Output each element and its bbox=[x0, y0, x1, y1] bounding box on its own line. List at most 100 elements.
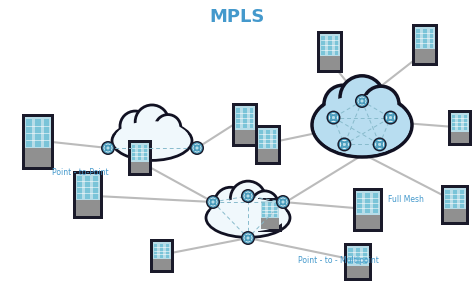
FancyBboxPatch shape bbox=[347, 266, 369, 278]
Circle shape bbox=[376, 141, 383, 148]
FancyBboxPatch shape bbox=[374, 193, 379, 213]
FancyBboxPatch shape bbox=[133, 145, 136, 160]
Ellipse shape bbox=[340, 76, 384, 120]
FancyBboxPatch shape bbox=[131, 162, 149, 173]
Ellipse shape bbox=[324, 85, 362, 123]
FancyBboxPatch shape bbox=[363, 248, 367, 264]
FancyBboxPatch shape bbox=[274, 203, 277, 217]
FancyBboxPatch shape bbox=[150, 239, 174, 273]
FancyBboxPatch shape bbox=[356, 214, 380, 229]
FancyBboxPatch shape bbox=[460, 189, 465, 207]
FancyBboxPatch shape bbox=[441, 185, 469, 225]
Circle shape bbox=[243, 191, 253, 201]
Circle shape bbox=[278, 197, 288, 207]
FancyBboxPatch shape bbox=[357, 193, 363, 213]
Circle shape bbox=[101, 141, 115, 155]
Text: Full Mesh: Full Mesh bbox=[388, 195, 424, 204]
Circle shape bbox=[190, 141, 204, 155]
Circle shape bbox=[192, 143, 202, 153]
FancyBboxPatch shape bbox=[453, 114, 456, 130]
Circle shape bbox=[359, 98, 365, 104]
Circle shape bbox=[374, 139, 384, 149]
FancyBboxPatch shape bbox=[356, 248, 360, 264]
FancyBboxPatch shape bbox=[22, 114, 54, 170]
FancyBboxPatch shape bbox=[131, 143, 149, 162]
Circle shape bbox=[383, 111, 398, 125]
Circle shape bbox=[105, 145, 111, 151]
Circle shape bbox=[243, 233, 253, 243]
Circle shape bbox=[330, 114, 337, 121]
Ellipse shape bbox=[214, 187, 246, 219]
FancyBboxPatch shape bbox=[451, 132, 469, 143]
Circle shape bbox=[103, 143, 113, 153]
FancyBboxPatch shape bbox=[73, 171, 103, 219]
FancyBboxPatch shape bbox=[155, 244, 157, 258]
FancyBboxPatch shape bbox=[235, 129, 255, 144]
Ellipse shape bbox=[112, 121, 192, 160]
Ellipse shape bbox=[209, 198, 287, 232]
FancyBboxPatch shape bbox=[35, 118, 41, 146]
FancyBboxPatch shape bbox=[268, 203, 272, 217]
FancyBboxPatch shape bbox=[412, 24, 438, 66]
Circle shape bbox=[241, 231, 255, 245]
FancyBboxPatch shape bbox=[166, 244, 170, 258]
Ellipse shape bbox=[206, 198, 290, 237]
FancyBboxPatch shape bbox=[161, 244, 164, 258]
Circle shape bbox=[387, 114, 394, 121]
FancyBboxPatch shape bbox=[235, 106, 255, 129]
Ellipse shape bbox=[363, 86, 399, 122]
FancyBboxPatch shape bbox=[93, 175, 99, 198]
FancyBboxPatch shape bbox=[78, 175, 82, 198]
FancyBboxPatch shape bbox=[430, 29, 434, 48]
Circle shape bbox=[208, 197, 218, 207]
Circle shape bbox=[339, 139, 349, 149]
Circle shape bbox=[373, 137, 387, 151]
FancyBboxPatch shape bbox=[453, 189, 457, 207]
Ellipse shape bbox=[230, 181, 265, 217]
FancyBboxPatch shape bbox=[153, 242, 171, 259]
FancyBboxPatch shape bbox=[446, 189, 450, 207]
FancyBboxPatch shape bbox=[348, 248, 353, 264]
FancyBboxPatch shape bbox=[237, 107, 240, 128]
FancyBboxPatch shape bbox=[417, 29, 420, 48]
FancyBboxPatch shape bbox=[138, 145, 142, 160]
FancyBboxPatch shape bbox=[415, 49, 435, 63]
FancyBboxPatch shape bbox=[317, 31, 343, 73]
Circle shape bbox=[194, 145, 200, 151]
FancyBboxPatch shape bbox=[76, 174, 100, 200]
FancyBboxPatch shape bbox=[465, 114, 467, 130]
Ellipse shape bbox=[135, 105, 169, 139]
FancyBboxPatch shape bbox=[320, 34, 340, 56]
FancyBboxPatch shape bbox=[25, 148, 51, 167]
FancyBboxPatch shape bbox=[444, 209, 466, 222]
Circle shape bbox=[385, 113, 395, 123]
Ellipse shape bbox=[251, 191, 278, 218]
FancyBboxPatch shape bbox=[320, 56, 340, 70]
Ellipse shape bbox=[314, 95, 410, 155]
Circle shape bbox=[357, 96, 367, 106]
FancyBboxPatch shape bbox=[335, 36, 338, 55]
Circle shape bbox=[280, 199, 286, 205]
Text: Point - to - Multipoint: Point - to - Multipoint bbox=[298, 256, 379, 265]
FancyBboxPatch shape bbox=[243, 107, 247, 128]
FancyBboxPatch shape bbox=[321, 36, 325, 55]
FancyBboxPatch shape bbox=[423, 29, 427, 48]
FancyBboxPatch shape bbox=[145, 145, 147, 160]
FancyBboxPatch shape bbox=[261, 218, 279, 229]
FancyBboxPatch shape bbox=[255, 125, 281, 165]
Text: Point - to-Point: Point - to-Point bbox=[52, 168, 109, 177]
FancyBboxPatch shape bbox=[44, 118, 49, 146]
Circle shape bbox=[245, 193, 251, 199]
Text: MPLS: MPLS bbox=[210, 8, 264, 26]
Circle shape bbox=[328, 113, 338, 123]
Circle shape bbox=[355, 94, 369, 108]
Ellipse shape bbox=[115, 121, 189, 155]
Circle shape bbox=[337, 137, 351, 151]
FancyBboxPatch shape bbox=[415, 27, 435, 49]
FancyBboxPatch shape bbox=[273, 129, 276, 148]
FancyBboxPatch shape bbox=[448, 110, 472, 146]
FancyBboxPatch shape bbox=[76, 200, 100, 216]
FancyBboxPatch shape bbox=[128, 140, 152, 176]
Circle shape bbox=[245, 235, 251, 241]
FancyBboxPatch shape bbox=[266, 129, 270, 148]
